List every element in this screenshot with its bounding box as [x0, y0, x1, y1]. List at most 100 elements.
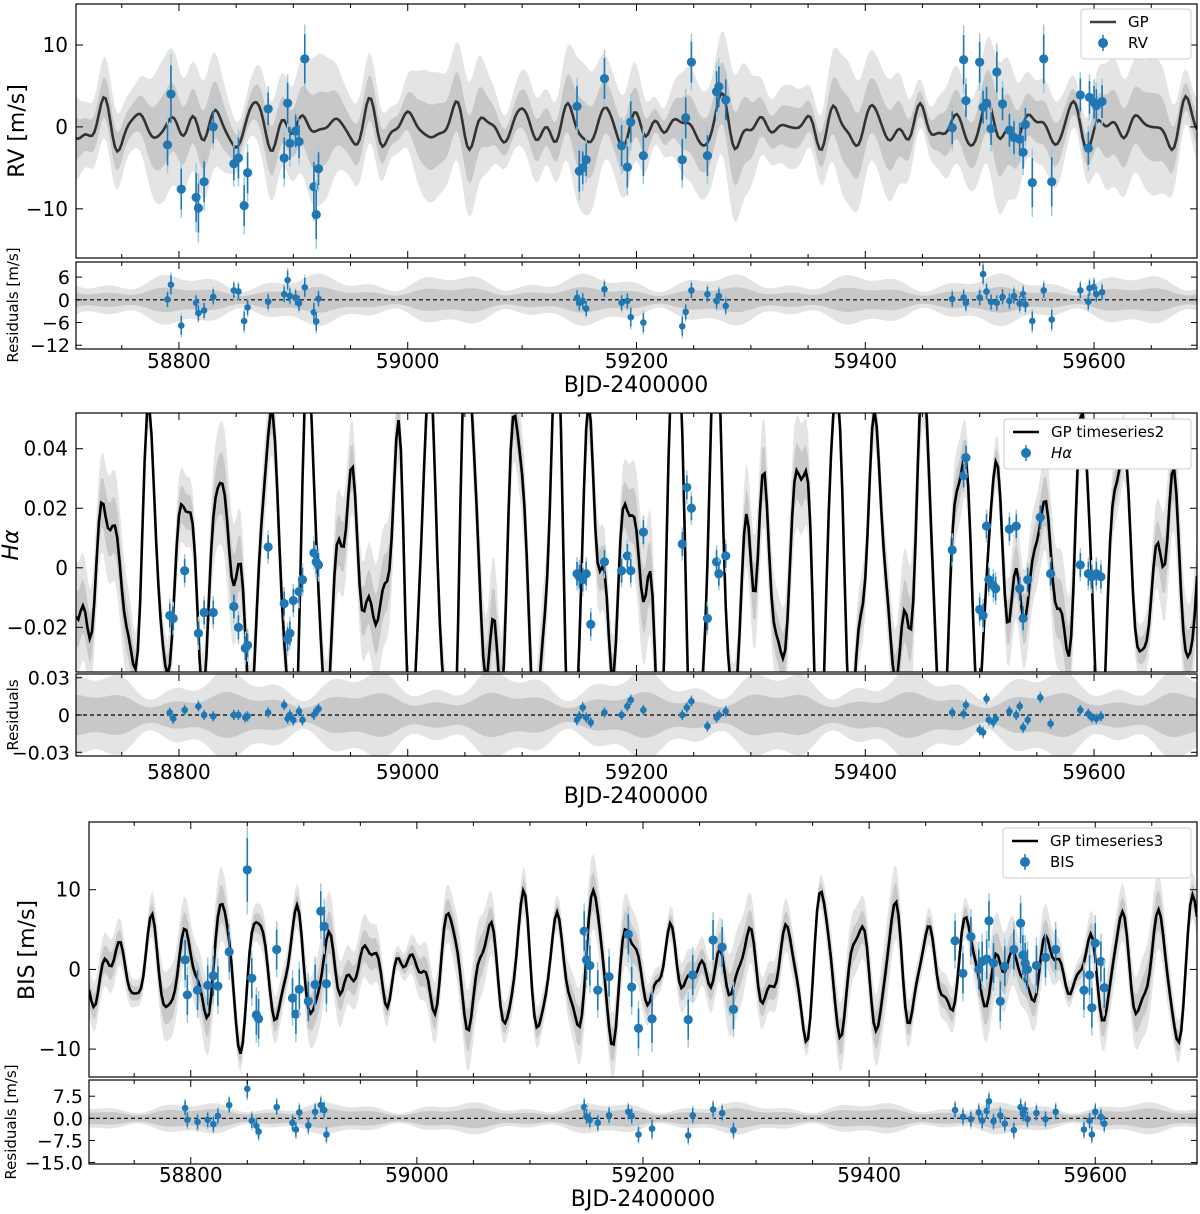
rv-residual-point [284, 267, 291, 293]
halpha-residual-point [1077, 703, 1084, 717]
bis-residual-point [194, 1112, 201, 1132]
rv-residual-point [993, 293, 1001, 313]
bis-data-point [1040, 929, 1051, 986]
bis-residual-point [204, 1110, 212, 1130]
rv-data-point [300, 24, 310, 94]
bis-residual-point [975, 1102, 983, 1122]
bis-residual-point [1100, 1114, 1108, 1134]
rv-data-point [721, 71, 731, 129]
bis-data-point [683, 991, 693, 1048]
rv-data-point [285, 120, 295, 167]
rv-data-point [199, 153, 209, 211]
halpha-data-point [638, 515, 648, 549]
bis-residual-point [1086, 1111, 1093, 1131]
halpha-data-point [180, 554, 190, 588]
rv-residual-point [688, 280, 695, 301]
rv-residual-point [1028, 308, 1036, 334]
rv-residual-point [722, 296, 730, 316]
rv-data-point [1075, 72, 1085, 118]
halpha-xlabel: BJD-2400000 [564, 784, 708, 809]
rv-residual-point [280, 284, 288, 304]
halpha-residual-point [962, 698, 970, 712]
bis-data-point [995, 973, 1005, 1030]
halpha-residual-point [948, 706, 956, 719]
bis-residual-point [978, 1111, 986, 1131]
bis-residual-point [1042, 1109, 1049, 1129]
bis-data-point [1079, 962, 1089, 1019]
bis-data-point [1099, 959, 1109, 1016]
halpha-data-point [1015, 571, 1025, 606]
rv-data-point [681, 89, 691, 147]
bis-legend-point-label: BIS [1050, 853, 1074, 871]
bis-data-point [247, 950, 257, 1007]
rv-data-point [975, 33, 985, 91]
bis-residual-point [214, 1106, 222, 1126]
bis-residual-point [225, 1095, 233, 1115]
halpha-data-point [1004, 512, 1015, 546]
bis-residual-point [586, 1110, 594, 1130]
rv-residual-point [704, 284, 711, 304]
bis-xtick-label: 59000 [385, 1163, 449, 1187]
bis-residual-point [689, 1105, 697, 1125]
bis-data-point [633, 1000, 644, 1057]
halpha-xtick-label: 58800 [147, 760, 211, 784]
halpha-residual-point [1019, 720, 1027, 734]
bis-residual-point [730, 1120, 737, 1140]
rv-data-point [997, 81, 1008, 127]
rv-residuals-axes: 58800 59000 59200 59400 59600 −12−606 Residua… [4, 247, 1198, 398]
bis-data-point [321, 955, 332, 1012]
rv-residual-point [1093, 284, 1100, 304]
bis-residual-point [289, 1113, 296, 1133]
halpha-residual-point [169, 712, 177, 726]
halpha-data-point [947, 533, 957, 567]
rv-residual-point [200, 300, 208, 321]
rv-data-point [578, 144, 588, 191]
bis-residual-point [181, 1098, 189, 1118]
bis-ytick-label: 0 [68, 957, 81, 981]
halpha-main-axes: −0.02 0 0.02 0.04 Hα GP timeseries2 Hα [0, 412, 1198, 673]
halpha-data-point [1018, 601, 1028, 636]
rv-ytick-label: −10 [26, 197, 68, 221]
halpha-panel: −0.02 0 0.02 0.04 Hα GP timeseries2 Hα 5880… [0, 412, 1198, 809]
bis-data-point [950, 912, 960, 969]
bis-ytick-label: −10 [39, 1037, 81, 1061]
halpha-residual-point [244, 709, 251, 723]
bis-residual-point [323, 1124, 330, 1145]
bis-data-point [294, 961, 304, 1018]
halpha-data-point [702, 601, 713, 636]
rv-data-point [702, 126, 713, 185]
bis-residual-point [292, 1119, 300, 1140]
bis-data-point [319, 898, 329, 955]
bis-residual-point [255, 1122, 262, 1142]
bis-data-point [708, 912, 718, 968]
halpha-data-point [208, 595, 218, 630]
rv-data-point [1039, 24, 1049, 94]
bis-residuals-axes: 58800 59000 59200 59400 59600 −15.0−7.50.07.5… [2, 1064, 1198, 1212]
bis-ylabel: BIS [m/s] [15, 900, 40, 1000]
bis-data-point [253, 990, 264, 1047]
halpha-data-point [617, 554, 627, 588]
rv-data-point [166, 53, 176, 135]
rv-data-point [572, 77, 582, 136]
bis-data-point [728, 981, 739, 1038]
rv-data-point [311, 180, 321, 249]
halpha-data-point [981, 509, 992, 543]
bis-data-point [242, 825, 252, 915]
halpha-xtick-label: 59200 [605, 760, 669, 784]
bis-residual-point [295, 1102, 303, 1122]
rv-xlabel: BJD-2400000 [564, 373, 708, 398]
halpha-xtick-label: 59400 [833, 760, 897, 784]
rv-residual-point [624, 291, 631, 311]
rv-data-point [581, 136, 591, 183]
halpha-residual-point [678, 708, 686, 722]
bis-data-point [984, 892, 994, 949]
bis-residual-ytick-label: −7.5 [37, 1130, 83, 1152]
bis-data-point [958, 945, 968, 1002]
bis-data-point [203, 957, 213, 1014]
rv-legend: GP RV [1080, 8, 1192, 60]
bis-residual-point [628, 1106, 635, 1126]
rv-residual-ytick-label: −6 [42, 313, 70, 335]
halpha-data-point [229, 589, 239, 624]
bis-data-point [966, 908, 976, 965]
bis-data-point [272, 921, 282, 978]
